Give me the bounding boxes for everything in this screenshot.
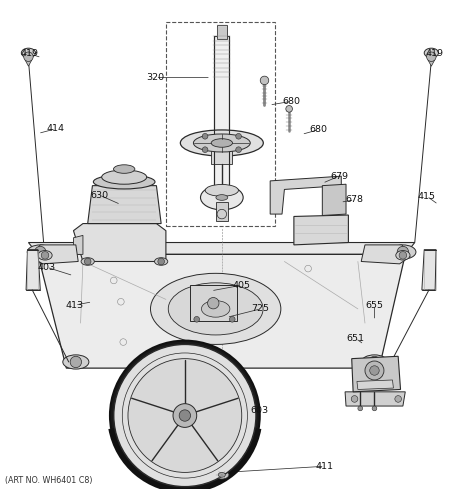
- Polygon shape: [73, 235, 83, 255]
- Ellipse shape: [155, 258, 168, 265]
- Ellipse shape: [424, 48, 438, 57]
- Circle shape: [202, 147, 208, 153]
- Ellipse shape: [215, 471, 229, 479]
- Ellipse shape: [151, 273, 281, 344]
- Text: 655: 655: [365, 300, 383, 309]
- Text: 419: 419: [21, 49, 39, 58]
- Circle shape: [358, 406, 363, 411]
- Circle shape: [236, 147, 241, 153]
- Ellipse shape: [201, 185, 243, 210]
- Circle shape: [114, 344, 256, 487]
- Text: 630: 630: [91, 191, 109, 200]
- Circle shape: [229, 317, 235, 322]
- Circle shape: [395, 396, 401, 402]
- Polygon shape: [28, 242, 415, 255]
- Circle shape: [24, 52, 33, 61]
- Circle shape: [84, 258, 91, 265]
- Polygon shape: [31, 245, 78, 264]
- Circle shape: [286, 105, 292, 112]
- Circle shape: [173, 404, 197, 427]
- Bar: [166, 22, 275, 226]
- Text: 680: 680: [283, 97, 301, 106]
- Ellipse shape: [168, 283, 263, 335]
- Text: 651: 651: [346, 334, 365, 343]
- Circle shape: [369, 356, 380, 367]
- Circle shape: [397, 246, 409, 258]
- Text: 413: 413: [66, 300, 84, 309]
- Bar: [217, 25, 227, 39]
- Ellipse shape: [216, 195, 228, 200]
- Polygon shape: [361, 245, 410, 264]
- Circle shape: [370, 366, 379, 375]
- Circle shape: [70, 356, 82, 367]
- Ellipse shape: [201, 300, 230, 317]
- Ellipse shape: [101, 170, 147, 184]
- Ellipse shape: [27, 245, 53, 259]
- Circle shape: [110, 341, 260, 490]
- Circle shape: [351, 396, 358, 402]
- Polygon shape: [294, 215, 348, 245]
- Circle shape: [202, 134, 208, 139]
- Ellipse shape: [211, 139, 232, 147]
- Polygon shape: [345, 392, 405, 406]
- Ellipse shape: [81, 258, 94, 265]
- Ellipse shape: [21, 48, 36, 57]
- Text: 411: 411: [316, 462, 334, 471]
- Circle shape: [365, 361, 384, 380]
- Text: 320: 320: [146, 73, 164, 82]
- Text: 405: 405: [233, 281, 251, 290]
- Circle shape: [35, 246, 46, 258]
- Circle shape: [194, 317, 200, 322]
- Circle shape: [158, 258, 164, 265]
- Circle shape: [399, 251, 407, 259]
- Bar: [190, 285, 237, 321]
- Polygon shape: [352, 356, 401, 392]
- Text: 403: 403: [37, 263, 55, 272]
- Circle shape: [372, 406, 377, 411]
- Polygon shape: [270, 176, 341, 214]
- Ellipse shape: [218, 472, 226, 477]
- Ellipse shape: [396, 250, 410, 260]
- Circle shape: [41, 251, 49, 259]
- Circle shape: [128, 359, 242, 472]
- Polygon shape: [422, 249, 436, 290]
- Text: 678: 678: [346, 196, 364, 204]
- Ellipse shape: [93, 175, 155, 189]
- Polygon shape: [428, 60, 435, 66]
- Polygon shape: [25, 60, 32, 66]
- Polygon shape: [26, 249, 40, 290]
- Text: 679: 679: [330, 172, 348, 180]
- Polygon shape: [38, 255, 405, 368]
- Text: 725: 725: [252, 304, 270, 313]
- Circle shape: [208, 297, 219, 309]
- Circle shape: [179, 410, 191, 421]
- Ellipse shape: [63, 355, 89, 369]
- Text: 603: 603: [251, 406, 269, 415]
- Bar: [211, 150, 232, 164]
- Polygon shape: [73, 224, 166, 262]
- Ellipse shape: [38, 250, 52, 260]
- Text: 680: 680: [310, 125, 328, 134]
- Ellipse shape: [205, 184, 238, 196]
- Ellipse shape: [390, 245, 416, 259]
- Circle shape: [236, 134, 241, 139]
- Bar: [216, 202, 228, 221]
- Bar: [214, 36, 229, 185]
- Text: 419: 419: [426, 49, 444, 58]
- Polygon shape: [322, 184, 346, 216]
- Ellipse shape: [361, 355, 388, 369]
- Polygon shape: [357, 380, 393, 390]
- Text: 415: 415: [418, 192, 436, 201]
- Polygon shape: [88, 185, 161, 224]
- Ellipse shape: [180, 130, 264, 156]
- Text: 414: 414: [47, 124, 65, 133]
- Text: (ART NO. WH6401 C8): (ART NO. WH6401 C8): [5, 476, 92, 485]
- Circle shape: [260, 76, 269, 85]
- Ellipse shape: [193, 134, 250, 152]
- Ellipse shape: [113, 165, 135, 173]
- Circle shape: [427, 52, 436, 61]
